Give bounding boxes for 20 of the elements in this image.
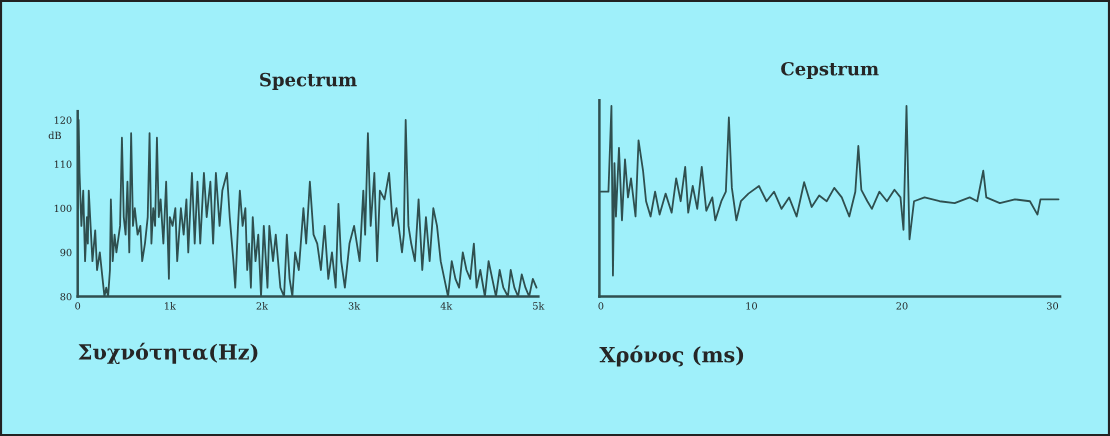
x-tick-label: 0	[598, 302, 604, 310]
x-tick-label: 3k	[348, 302, 361, 310]
y-tick-label: 100	[54, 204, 72, 213]
x-tick-label: 0	[75, 302, 81, 310]
x-tick-label: 30	[1047, 302, 1059, 310]
y-axis-title: dB	[48, 131, 61, 140]
x-axis-title: Χρόνος (ms)	[599, 345, 744, 367]
x-tick-label: 4k	[440, 302, 453, 310]
x-tick-label: 2k	[256, 302, 269, 310]
y-tick-label: 110	[54, 160, 72, 168]
x-tick-label: 10	[746, 302, 757, 310]
y-tick-label: 120	[54, 116, 72, 124]
x-tick-label: 5k	[533, 302, 545, 310]
x-tick-label: 1k	[164, 302, 176, 310]
x-axis-title: Συχνότητα(Hz)	[78, 342, 258, 365]
y-tick-label: 80	[60, 292, 72, 301]
x-tick-label: 20	[896, 302, 908, 310]
y-tick-label: 90	[60, 248, 72, 257]
chart-title: Cepstrum	[781, 61, 879, 80]
chart-title: Spectrum	[260, 72, 357, 90]
